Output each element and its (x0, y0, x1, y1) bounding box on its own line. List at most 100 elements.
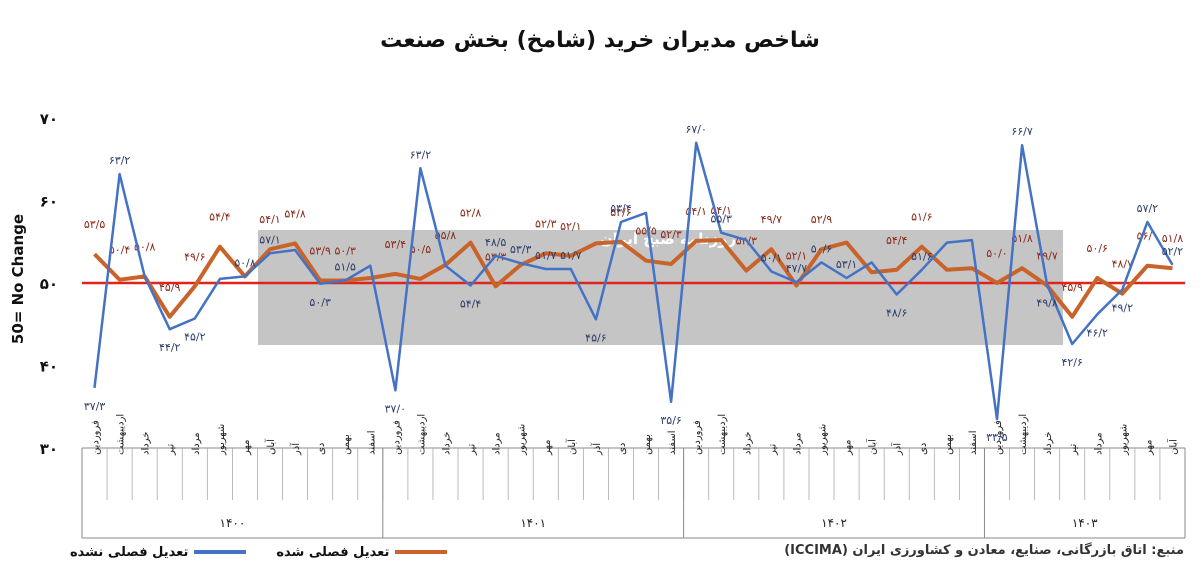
x-tick-label: مرداد (492, 432, 503, 455)
legend-item-raw: تعدیل فصلی نشده (70, 541, 247, 563)
data-label-seasonal: ۴۹/۶ (184, 250, 205, 263)
x-tick-label: فروردین (993, 420, 1004, 455)
x-tick-label: اسفند (366, 431, 377, 455)
x-tick-label: دی (617, 443, 628, 455)
series-line-seasonal (93, 238, 1173, 319)
x-tick-label: بهمن (341, 434, 352, 455)
data-label-seasonal: ۵۰/۶ (1087, 242, 1108, 255)
x-tick-label: شهریور (1118, 424, 1129, 456)
x-tick-label: مهر (843, 440, 854, 456)
x-tick-label: تیر (467, 443, 478, 456)
data-label-raw: ۵۳/۳ (510, 243, 532, 256)
x-tick-label: فروردین (391, 420, 402, 455)
data-label-raw: ۴۹/۸ (1036, 297, 1058, 310)
data-label-seasonal: ۵۲/۱ (560, 220, 581, 233)
x-tick-label: شهریور (216, 424, 227, 456)
x-tick-label: اردیبهشت (717, 414, 728, 455)
data-label-raw: ۵۱/۷ (535, 249, 557, 262)
data-label-seasonal: ۵۰/۰ (986, 247, 1007, 260)
x-tick-label: خرداد (141, 432, 152, 455)
x-tick-label: مهر (542, 440, 553, 456)
group-label: ۱۴۰۳ (1072, 516, 1098, 530)
data-label-seasonal: ۵۴/۴ (209, 211, 231, 224)
x-tick-label: خرداد (1043, 432, 1054, 455)
x-tick-label: بهمن (642, 434, 653, 455)
watermark-subtext: روزنامه صبح ایران (600, 230, 737, 248)
data-label-raw: ۵۱/۶ (911, 250, 932, 263)
x-tick-label: مرداد (191, 432, 202, 455)
data-label-raw: ۵۴/۴ (460, 297, 482, 310)
x-tick-label: شهریور (818, 424, 829, 456)
legend-swatch-seasonal (395, 550, 448, 554)
y-tick-label: ۳۰ (40, 440, 58, 458)
x-tick-label: مرداد (792, 432, 803, 455)
data-label-seasonal: ۵۲/۹ (811, 213, 833, 226)
x-tick-label: اسفند (968, 431, 979, 455)
chart-title: شاخص مدیران خرید (شامخ) بخش صنعت (380, 28, 820, 53)
x-tick-label: آبان (264, 438, 277, 455)
legend: تعدیل فصلی شده تعدیل فصلی نشده (70, 541, 448, 563)
data-label-raw: ۳۷/۳ (84, 400, 106, 413)
data-label-seasonal: ۴۸/۷ (1112, 258, 1134, 271)
data-label-raw: ۴۵/۲ (184, 330, 206, 343)
x-tick-label: فروردین (91, 420, 102, 455)
x-tick-label: آبان (1166, 438, 1179, 455)
x-tick-label: فروردین (692, 420, 703, 455)
series-line-raw (93, 141, 1174, 421)
x-tick-label: مرداد (1093, 432, 1104, 455)
data-label-raw: ۵۰/۱ (761, 251, 782, 264)
data-label-raw: ۴۹/۲ (1112, 302, 1134, 315)
data-label-seasonal: ۵۵/۸ (435, 229, 457, 242)
x-tick-label: خرداد (441, 432, 452, 455)
x-tick-label: مهر (241, 440, 252, 456)
data-label-raw: ۵۳/۴ (610, 202, 632, 215)
data-label-raw: ۵۷/۲ (1137, 202, 1159, 215)
data-label-raw: ۳۷/۰ (385, 402, 406, 415)
x-tick-label: خرداد (742, 432, 753, 455)
data-label-raw: ۴۵/۶ (585, 331, 606, 344)
data-label-raw: ۴۲/۶ (1061, 356, 1082, 369)
data-label-raw: ۵۰/۸ (234, 256, 256, 269)
data-label-seasonal: ۵۳/۴ (385, 238, 407, 251)
data-label-raw: ۶۳/۲ (109, 154, 131, 167)
x-tick-label: آبان (565, 438, 578, 455)
data-label-raw: ۵۱/۵ (334, 261, 356, 274)
legend-label-raw: تعدیل فصلی نشده (70, 544, 189, 560)
x-tick-label: آذر (891, 442, 904, 456)
data-label-raw: ۵۰/۳ (309, 296, 331, 309)
data-label-seasonal: ۴۵/۹ (1061, 281, 1083, 294)
data-label-seasonal: ۵۳/۵ (84, 218, 106, 231)
x-tick-label: دی (918, 443, 929, 455)
data-label-seasonal: ۵۲/۳ (535, 217, 557, 230)
x-tick-label: آذر (590, 442, 603, 456)
data-label-raw: ۵۷/۱ (259, 233, 280, 246)
group-label: ۱۴۰۲ (821, 516, 847, 530)
x-tick-label: تیر (1068, 443, 1079, 456)
data-label-seasonal: ۵۲/۳ (660, 228, 682, 241)
group-label: ۱۴۰۰ (220, 516, 246, 530)
data-label-raw: ۴۸/۶ (886, 307, 907, 320)
data-label-raw: ۶۶/۷ (1011, 125, 1033, 138)
x-tick-label: شهریور (517, 424, 528, 456)
data-label-seasonal: ۵۳/۶ (610, 206, 631, 219)
data-label-seasonal: ۵۴/۱ (259, 213, 280, 226)
x-tick-label: اردیبهشت (1018, 414, 1029, 455)
x-tick-label: مهر (1143, 440, 1154, 456)
x-tick-label: اسفند (667, 431, 678, 455)
data-label-seasonal: ۵۱/۶ (911, 211, 932, 224)
data-label-seasonal: ۵۵/۵ (635, 225, 657, 238)
data-label-seasonal: ۵۲/۸ (460, 207, 482, 220)
group-label: ۱۴۰۱ (520, 516, 546, 530)
data-label-seasonal: ۵۱/۸ (1011, 232, 1033, 245)
data-label-raw: ۴۶/۲ (1087, 326, 1109, 339)
data-label-raw: ۵۱/۷ (560, 249, 582, 262)
data-label-seasonal: ۵۰/۵ (410, 243, 432, 256)
data-label-raw: ۵۳/۱ (836, 258, 857, 271)
x-tick-label: دی (316, 443, 327, 455)
data-label-raw: ۴۷/۷ (786, 262, 808, 275)
legend-swatch-raw (194, 550, 247, 554)
data-label-seasonal: ۵۴/۴ (886, 234, 908, 247)
y-tick-label: ۷۰ (40, 110, 58, 128)
data-label-seasonal: ۴۹/۷ (1036, 249, 1058, 262)
